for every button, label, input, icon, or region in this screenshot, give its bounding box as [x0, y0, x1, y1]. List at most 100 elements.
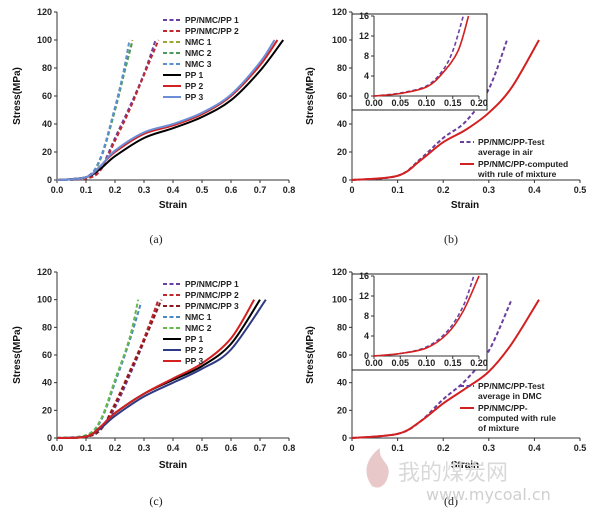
- y-tick-label: 4: [364, 331, 369, 341]
- x-tick-label: 0.3: [483, 443, 496, 453]
- series-line-pp-1: [56, 39, 284, 181]
- x-tick-label: 0.1: [80, 185, 93, 195]
- x-tick-label: 0.4: [167, 185, 180, 195]
- y-tick-label: 100: [37, 295, 52, 305]
- legend-label: NMC 1: [185, 37, 212, 47]
- x-tick-label: 0.8: [283, 443, 296, 453]
- y-tick-label: 40: [337, 119, 347, 129]
- series-line-chart_data-1-inset-0: [373, 15, 465, 97]
- series-line-nmc-3: [56, 39, 131, 181]
- legend-label: PP 3: [185, 356, 204, 366]
- x-tick-label: 0.05: [391, 98, 409, 108]
- y-tick-label: 60: [42, 350, 52, 360]
- y-tick-label: 0: [364, 351, 369, 361]
- y-tick-label: 20: [337, 405, 347, 415]
- x-tick-label: 0.20: [470, 358, 488, 368]
- y-tick-label: 4: [364, 71, 369, 81]
- legend-label: average in air: [478, 147, 534, 157]
- series-line-nmc-2: [56, 41, 134, 181]
- panel-caption: (c): [149, 494, 162, 508]
- x-tick-label: 0.1: [391, 443, 404, 453]
- legend-label: average in DMC: [478, 391, 542, 401]
- y-tick-label: 0: [342, 433, 347, 443]
- x-tick-label: 0.8: [283, 185, 296, 195]
- y-tick-label: 120: [37, 7, 52, 17]
- y-tick-label: 60: [42, 91, 52, 101]
- x-tick-label: 0.2: [437, 443, 450, 453]
- x-tick-label: 0.3: [138, 443, 151, 453]
- legend-label: of mixture: [478, 423, 519, 433]
- x-tick-label: 0.00: [365, 98, 383, 108]
- legend-label: PP 3: [185, 92, 204, 102]
- legend-label: PP 2: [185, 81, 204, 91]
- legend-label: PP/NMC/PP 1: [185, 15, 239, 25]
- series-line-chart_data-3-inset-0: [373, 275, 475, 357]
- x-tick-label: 0.4: [167, 443, 180, 453]
- legend-label: PP/NMC/PP-Test: [478, 137, 545, 147]
- y-tick-label: 120: [332, 7, 347, 17]
- legend-label: PP 2: [185, 345, 204, 355]
- x-tick-label: 0.10: [418, 358, 436, 368]
- x-tick-label: 0.10: [418, 98, 436, 108]
- legend-label: NMC 1: [185, 312, 212, 322]
- y-tick-label: 20: [42, 147, 52, 157]
- series-line-nmc-1: [56, 302, 143, 439]
- x-tick-label: 0.1: [391, 185, 404, 195]
- series-line-chart_data-1-inset-1: [373, 15, 470, 97]
- x-tick-label: 0.4: [528, 185, 541, 195]
- x-tick-label: 0.4: [528, 443, 541, 453]
- y-tick-label: 100: [37, 35, 52, 45]
- x-tick-label: 0.2: [437, 185, 450, 195]
- x-axis-label: Strain: [451, 200, 479, 211]
- series-line-chart_data-3-inset-1: [373, 275, 480, 357]
- x-tick-label: 0.7: [254, 443, 267, 453]
- x-tick-label: 0: [349, 185, 354, 195]
- panel-caption: (b): [444, 232, 458, 246]
- y-tick-label: 20: [337, 147, 347, 157]
- chart-panel-c: 0.0 0.1 0.2 0.3 0.4 0.5 0.6 0.7 0.8 0 20 40 60 80 100 1…: [12, 267, 295, 508]
- y-tick-label: 16: [359, 271, 369, 281]
- x-tick-label: 0.15: [444, 358, 462, 368]
- series-line-pp-1: [56, 299, 261, 439]
- series-line-nmc-2: [56, 299, 140, 439]
- y-tick-label: 0: [47, 433, 52, 443]
- y-tick-label: 40: [42, 378, 52, 388]
- y-tick-label: 60: [337, 91, 347, 101]
- y-axis-label: Stress(MPa): [305, 326, 316, 384]
- series-line-pp-3: [56, 39, 276, 181]
- legend-label: PP/NMC/PP-: [478, 403, 528, 413]
- series-line-pp-nmc-pp-computed-with-rule-of-mixture: [351, 299, 540, 439]
- legend-label: PP/NMC/PP 2: [185, 26, 239, 36]
- watermark-text: 我的煤炭网: [398, 461, 508, 486]
- x-tick-label: 0.5: [196, 443, 209, 453]
- y-tick-label: 80: [42, 63, 52, 73]
- inset-chart: 0.00 0.05 0.10 0.15 0.20 0 4 8 12 16: [351, 11, 488, 111]
- y-tick-label: 120: [332, 267, 347, 277]
- x-tick-label: 0.6: [225, 443, 238, 453]
- y-tick-label: 80: [337, 322, 347, 332]
- y-axis-label: Stress(MPa): [305, 67, 316, 125]
- x-tick-label: 0.1: [80, 443, 93, 453]
- inset-chart: 0.00 0.05 0.10 0.15 0.20 0 4 8 12 16: [351, 271, 488, 371]
- legend-label: computed with rule: [478, 413, 556, 423]
- y-tick-label: 100: [332, 295, 347, 305]
- x-tick-label: 0.3: [483, 185, 496, 195]
- y-tick-label: 20: [42, 405, 52, 415]
- legend-label: PP 1: [185, 334, 204, 344]
- y-tick-label: 8: [364, 51, 369, 61]
- x-tick-label: 0.6: [225, 185, 238, 195]
- legend-label: NMC 2: [185, 48, 212, 58]
- y-tick-label: 0: [364, 91, 369, 101]
- x-axis-label: Strain: [451, 460, 479, 471]
- series-line-pp-2: [56, 299, 267, 439]
- y-tick-label: 80: [337, 63, 347, 73]
- y-tick-label: 12: [359, 31, 369, 41]
- legend-label: PP 1: [185, 70, 204, 80]
- x-tick-label: 0.2: [109, 443, 122, 453]
- x-axis-label: Strain: [159, 200, 187, 211]
- chart-panel-b: 0 0.1 0.2 0.3 0.4 0.5020406080100120StrainStr…: [305, 7, 586, 246]
- legend-label: NMC 3: [185, 59, 212, 69]
